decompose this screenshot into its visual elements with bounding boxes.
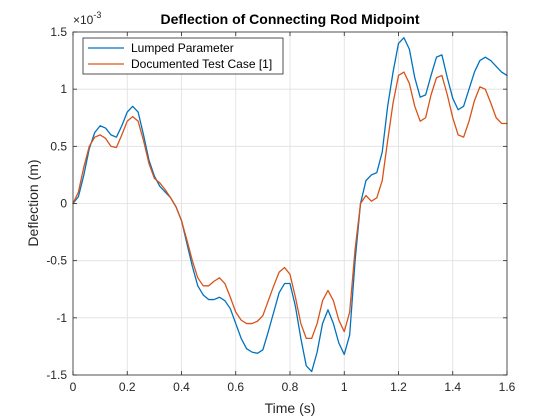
y-tick-label: -1 — [56, 311, 67, 325]
legend-label-documented: Documented Test Case [1] — [131, 57, 272, 71]
x-tick-label: 0.6 — [227, 380, 244, 394]
y-tick-label: -0.5 — [46, 254, 67, 268]
x-ticks: 0 0.2 0.4 0.6 0.8 1 1.2 1.4 1.6 — [70, 32, 516, 394]
series-line-lumped-parameter — [72, 37, 508, 373]
y-exponent-power: -3 — [93, 10, 101, 20]
legend: Lumped Parameter Documented Test Case [1… — [82, 37, 284, 75]
y-tick-label: 0 — [60, 197, 67, 211]
y-tick-label: 1.5 — [50, 25, 67, 39]
legend-label-lumped: Lumped Parameter — [131, 41, 234, 55]
chart-title: Deflection of Connecting Rod Midpoint — [161, 11, 420, 27]
y-exponent-base: ×10 — [73, 13, 94, 27]
y-axis-label: Deflection (m) — [25, 159, 41, 246]
x-tick-label: 1.6 — [499, 380, 516, 394]
x-tick-label: 1.2 — [390, 380, 407, 394]
series-layer — [72, 37, 508, 373]
y-tick-label: 1 — [60, 82, 67, 96]
x-tick-label: 0.8 — [282, 380, 299, 394]
x-tick-label: 0.2 — [119, 380, 136, 394]
x-tick-label: 1.4 — [444, 380, 461, 394]
y-ticks: -1.5 -1 -0.5 0 0.5 1 1.5 — [46, 25, 507, 382]
y-exponent: ×10-3 — [73, 10, 101, 27]
legend-box — [82, 37, 284, 75]
x-tick-label: 1 — [341, 380, 348, 394]
grid — [73, 32, 507, 375]
y-tick-label: 0.5 — [50, 139, 67, 153]
x-tick-label: 0 — [70, 380, 77, 394]
x-tick-label: 0.4 — [173, 380, 190, 394]
series-line-documented-test-case — [72, 71, 508, 340]
y-tick-label: -1.5 — [46, 368, 67, 382]
x-axis-label: Time (s) — [265, 400, 316, 416]
